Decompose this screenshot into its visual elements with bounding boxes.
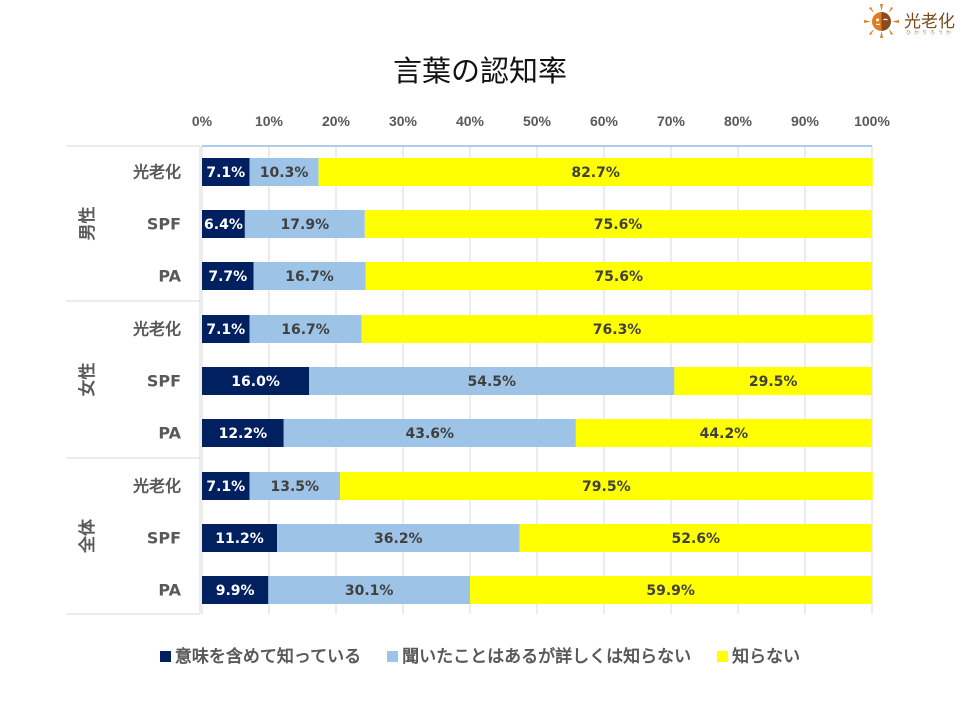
data-label: 12.2% xyxy=(219,426,268,442)
x-tick-label: 50% xyxy=(523,113,552,129)
legend-label: 意味を含めて知っている xyxy=(174,647,362,667)
legend-item: 意味を含めて知っている xyxy=(159,642,362,667)
bar-segment xyxy=(202,419,284,447)
group-label: 女性 xyxy=(77,363,98,397)
x-tick-label: 20% xyxy=(322,113,351,129)
bar-segment xyxy=(365,262,872,290)
bar-segment xyxy=(277,524,520,552)
x-tick-label: 60% xyxy=(590,113,619,129)
category-label: 光老化 xyxy=(132,320,181,339)
x-tick-label: 40% xyxy=(456,113,485,129)
x-tick-label: 70% xyxy=(657,113,686,129)
bar-segment xyxy=(249,472,341,500)
data-label: 52.6% xyxy=(672,531,721,547)
legend-item: 聞いたことはあるが詳しくは知らない xyxy=(387,642,691,667)
data-label: 7.1% xyxy=(206,165,245,181)
data-label: 44.2% xyxy=(700,426,749,442)
bar-segment xyxy=(253,262,366,290)
sun-face-icon xyxy=(864,4,899,38)
bar-segment xyxy=(202,524,278,552)
bar-segment xyxy=(202,158,250,186)
x-tick-label: 90% xyxy=(791,113,820,129)
legend: 意味を含めて知っている 聞いたことはあるが詳しくは知らない 知らない xyxy=(0,642,960,667)
data-label: 30.1% xyxy=(345,583,394,599)
bar-segment xyxy=(202,576,269,604)
legend-swatch xyxy=(159,651,171,662)
data-label: 29.5% xyxy=(749,374,798,390)
bar-segment xyxy=(283,419,576,447)
category-label: SPF xyxy=(147,529,181,548)
bar-segment xyxy=(674,367,872,395)
data-label: 75.6% xyxy=(594,217,643,233)
data-label: 79.5% xyxy=(582,479,631,495)
bar-segment xyxy=(519,524,872,552)
data-label: 16.0% xyxy=(231,374,280,390)
bar-segment xyxy=(340,472,873,500)
legend-item: 知らない xyxy=(717,642,800,667)
bar-segment xyxy=(268,576,470,604)
bar-segment xyxy=(202,472,250,500)
bar-segment xyxy=(249,315,362,343)
category-label: PA xyxy=(158,424,181,443)
data-label: 54.5% xyxy=(467,374,516,390)
category-label: SPF xyxy=(147,372,181,391)
data-label: 82.7% xyxy=(571,165,620,181)
data-label: 36.2% xyxy=(374,531,423,547)
bar-segment xyxy=(244,210,365,238)
brand-logo: 光老化 ひかりろうか xyxy=(862,3,958,39)
x-tick-label: 30% xyxy=(389,113,418,129)
x-tick-label: 0% xyxy=(192,113,213,129)
data-label: 16.7% xyxy=(285,269,334,285)
bar-segment xyxy=(575,419,872,447)
category-label: SPF xyxy=(147,215,181,234)
data-label: 7.7% xyxy=(208,269,247,285)
category-label: PA xyxy=(158,581,181,600)
legend-swatch xyxy=(717,651,729,662)
legend-swatch xyxy=(387,651,399,662)
data-label: 11.2% xyxy=(215,531,264,547)
data-label: 10.3% xyxy=(260,165,309,181)
data-label: 76.3% xyxy=(593,322,642,338)
legend-label: 聞いたことはあるが詳しくは知らない xyxy=(402,647,692,667)
bar-segment xyxy=(202,210,245,238)
data-label: 9.9% xyxy=(216,583,255,599)
data-label: 7.1% xyxy=(206,479,245,495)
bar-segment xyxy=(364,210,872,238)
data-label: 43.6% xyxy=(406,426,455,442)
data-label: 16.7% xyxy=(281,322,330,338)
legend-label: 知らない xyxy=(732,647,801,667)
category-label: 光老化 xyxy=(132,477,181,496)
x-tick-label: 100% xyxy=(854,113,890,129)
data-label: 59.9% xyxy=(646,583,695,599)
category-label: PA xyxy=(158,267,181,286)
bar-segment xyxy=(202,262,254,290)
logo-text: 光老化 xyxy=(904,12,955,32)
group-label: 男性 xyxy=(77,207,98,241)
bar-segment xyxy=(361,315,873,343)
logo-subtext: ひかりろうか xyxy=(906,30,955,36)
chart-title: 言葉の認知率 xyxy=(392,54,567,88)
category-label: 光老化 xyxy=(132,163,181,182)
data-label: 17.9% xyxy=(281,217,330,233)
bar-segment xyxy=(470,576,872,604)
bar-segment xyxy=(309,367,675,395)
bar-segment xyxy=(202,367,310,395)
bar-segment xyxy=(249,158,319,186)
x-tick-label: 10% xyxy=(255,113,284,129)
group-label: 全体 xyxy=(77,518,98,554)
data-label: 7.1% xyxy=(206,322,245,338)
data-label: 75.6% xyxy=(594,269,643,285)
data-label: 13.5% xyxy=(271,479,320,495)
x-tick-label: 80% xyxy=(724,113,753,129)
data-label: 6.4% xyxy=(204,217,243,233)
bar-segment xyxy=(318,158,873,186)
bar-segment xyxy=(202,315,250,343)
